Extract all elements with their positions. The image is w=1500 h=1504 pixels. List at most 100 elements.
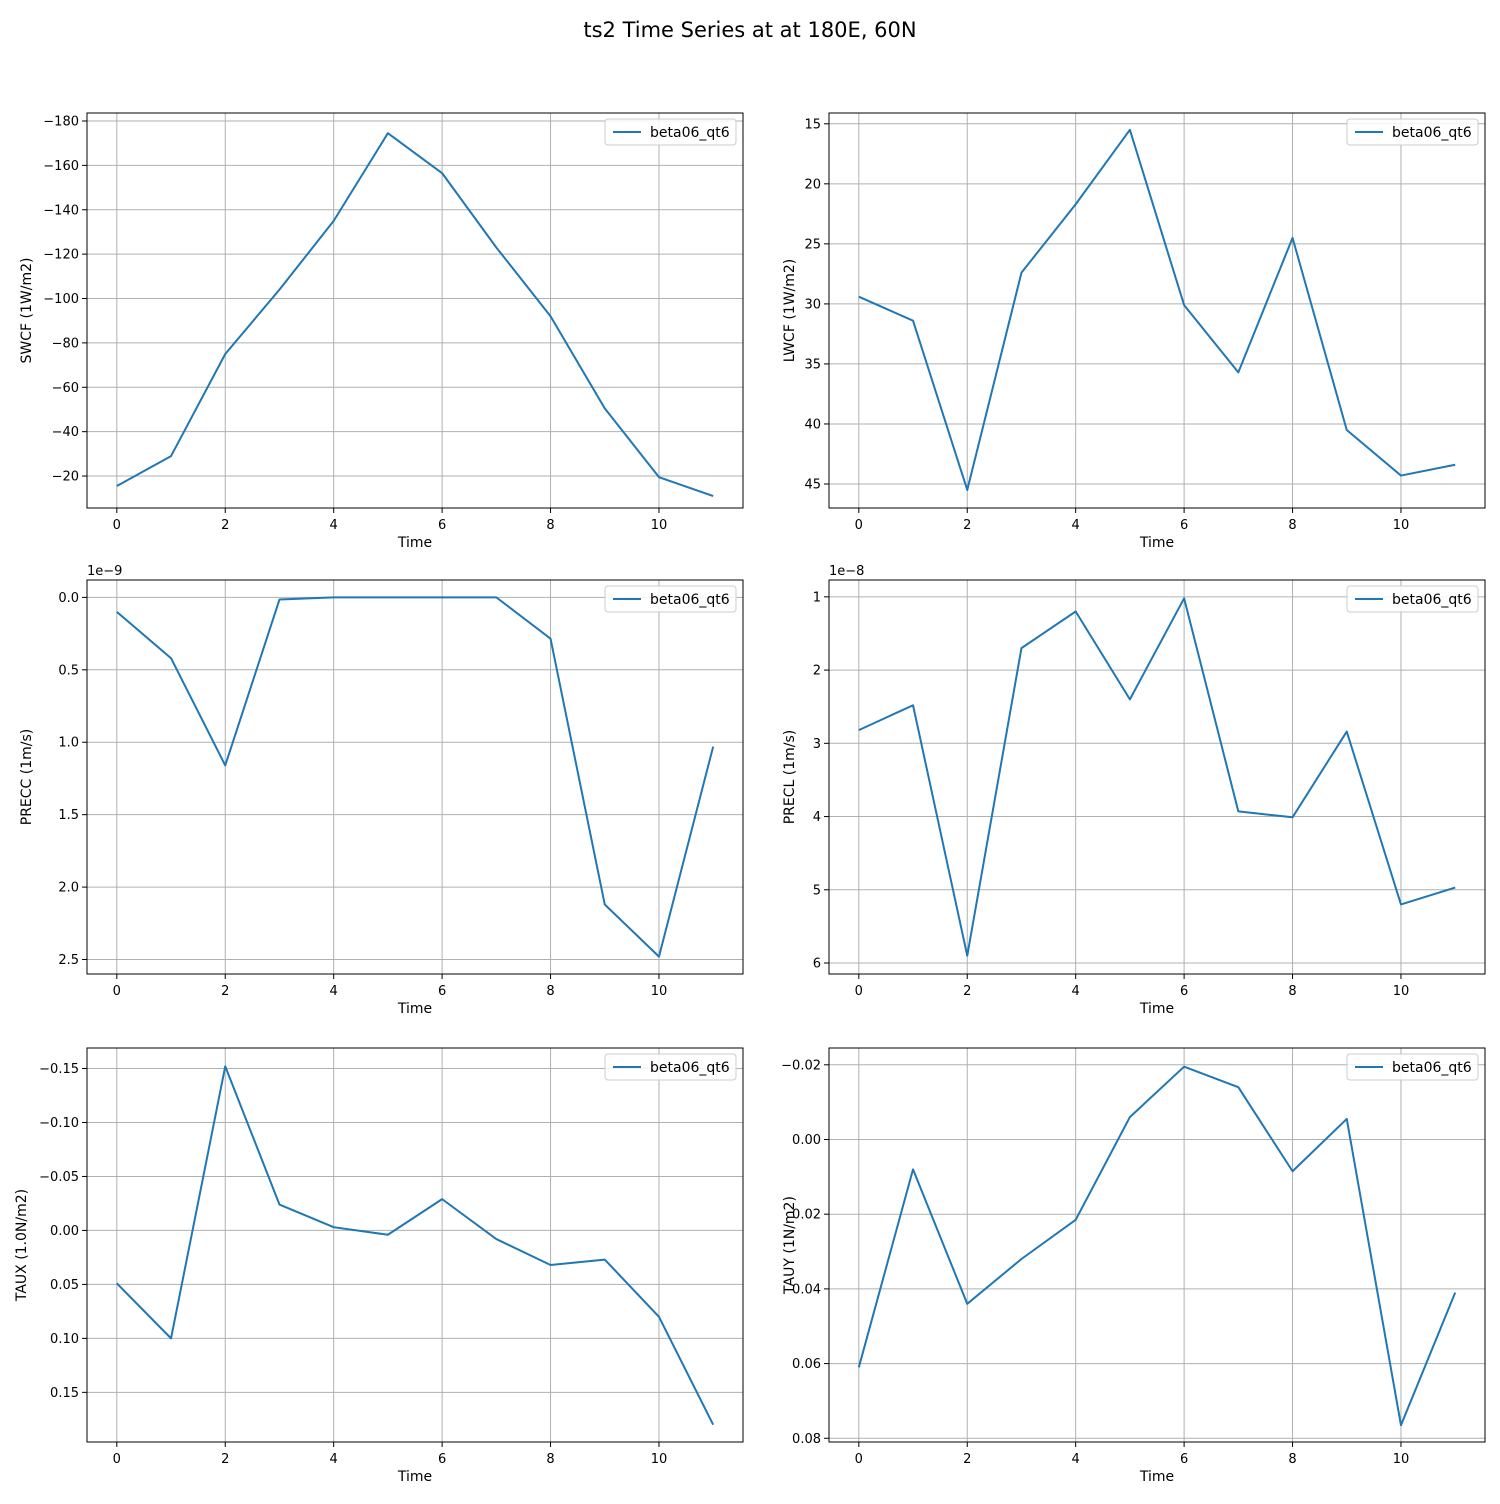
x-tick-label: 4 [330,984,338,999]
y-axis-label: TAUX (1.0N/m2) [14,1189,30,1302]
y-tick-label: −0.15 [39,1062,79,1077]
x-tick-label: 8 [546,518,554,533]
legend-box [1346,1053,1479,1081]
legend-entry: beta06_qt6 [1392,1060,1472,1076]
y-tick-label: −20 [52,470,79,485]
series-line [858,128,1456,491]
x-tick-label: 0 [855,1452,863,1467]
y-tick-label: 0.06 [792,1357,821,1372]
legend: beta06_qt6 [1346,585,1479,613]
axes-frame [828,579,1486,975]
x-tick-label: 4 [330,518,338,533]
x-tick-label: 4 [1072,1452,1080,1467]
series-line [116,1065,715,1426]
y-tick-label: 0.0 [58,591,79,606]
x-tick-label: 6 [438,518,446,533]
legend-box [1346,585,1479,613]
x-tick-label: 10 [1393,518,1410,533]
y-tick-label: 6 [813,957,821,972]
y-tick-label: 5 [813,883,821,898]
x-tick-label: 8 [546,984,554,999]
y-tick-label: −160 [43,159,79,174]
y-axis-label: TAUY (1N/m2) [782,1196,798,1295]
y-tick-label: 4 [813,810,821,825]
subplot-1: 0 2 4 6 8 10 −20 −40 −60 −80 −100 −120 −140 −160 −180 T… [19,112,744,551]
x-tick-label: 0 [113,984,121,999]
legend: beta06_qt6 [1346,1053,1479,1081]
legend: beta06_qt6 [604,1053,737,1081]
legend-entry: beta06_qt6 [650,592,730,608]
x-axis-label: Time [397,1001,432,1017]
y-tick-label: −0.05 [39,1170,79,1185]
x-tick-label: 2 [221,984,229,999]
x-tick-label: 2 [963,518,971,533]
axes-frame [86,1047,744,1443]
subplot-6: 0 2 4 6 8 10 −0.02 0.00 0.02 0.04 0.06 0.08 Time TAUY… [781,1047,1486,1485]
y-tick-label: 2.5 [58,953,79,968]
legend-entry: beta06_qt6 [650,125,730,141]
x-tick-label: 6 [1180,984,1188,999]
legend-box [1346,118,1479,146]
series-line [116,596,715,958]
legend: beta06_qt6 [604,585,737,613]
y-tick-label: 0.08 [792,1432,821,1447]
x-tick-label: 10 [1393,1452,1410,1467]
y-axis-label: PRECC (1m/s) [19,729,35,826]
x-tick-label: 2 [221,518,229,533]
axes-frame [86,112,744,509]
x-tick-label: 8 [1288,984,1296,999]
y-tick-label: −40 [52,425,79,440]
axes-frame [828,1047,1486,1443]
y-tick-label: 0.5 [58,663,79,678]
series-line [857,1065,1457,1427]
y-tick-label: 20 [804,177,821,192]
y-tick-label: −100 [43,292,79,307]
x-tick-label: 4 [330,1452,338,1467]
legend: beta06_qt6 [604,118,737,146]
y-tick-label: 40 [804,417,821,432]
y-axis-label: PRECL (1m/s) [782,730,798,825]
y-tick-label: 15 [804,117,821,132]
y-tick-label: 1.0 [58,736,79,751]
x-tick-label: 0 [855,518,863,533]
x-tick-label: 10 [651,518,668,533]
y-tick-label: 2.0 [58,881,79,896]
x-tick-label: 6 [1180,1452,1188,1467]
x-tick-label: 0 [855,984,863,999]
x-axis-label: Time [1139,1469,1174,1485]
subplot-5: 0 2 4 6 8 10 −0.15 −0.10 −0.05 0.00 0.05 0.10 0.15 Ti… [14,1047,744,1485]
subplot-grid: 0 2 4 6 8 10−20−40−60−80−100−120−140−160−180T… [14,112,1486,1485]
x-tick-label: 8 [1288,518,1296,533]
y-tick-label: 45 [804,477,821,492]
y-tick-label: 35 [804,357,821,372]
x-tick-label: 6 [1180,518,1188,533]
x-tick-label: 4 [1072,984,1080,999]
y-tick-label: 0.00 [50,1224,79,1239]
y-axis-label: LWCF (1W/m2) [782,259,798,363]
legend-entry: beta06_qt6 [1392,592,1472,608]
y-tick-label: 2 [813,664,821,679]
subplot-3: 0 2 4 6 8 10 0.0 0.5 1.0 1.5 2.0 2.5 Time PRECC (1m/s… [19,564,744,1017]
y-tick-label: −180 [43,114,79,129]
y-tick-label: 25 [804,237,821,252]
x-axis-label: Time [397,1469,432,1485]
y-tick-label: 3 [813,737,821,752]
x-axis-label: Time [1139,1001,1174,1017]
x-tick-label: 0 [113,1452,121,1467]
x-tick-label: 2 [963,1452,971,1467]
legend-box [604,1053,737,1081]
series-line [858,597,1456,957]
series-line [116,132,714,497]
y-tick-label: −0.10 [39,1116,79,1131]
axes-frame [86,579,744,975]
y-tick-label: 0.15 [50,1386,79,1401]
x-tick-label: 8 [1288,1452,1296,1467]
x-tick-label: 2 [221,1452,229,1467]
x-tick-label: 8 [546,1452,554,1467]
y-tick-label: 0.05 [50,1278,79,1293]
legend-entry: beta06_qt6 [650,1060,730,1076]
y-tick-label: −140 [43,203,79,218]
